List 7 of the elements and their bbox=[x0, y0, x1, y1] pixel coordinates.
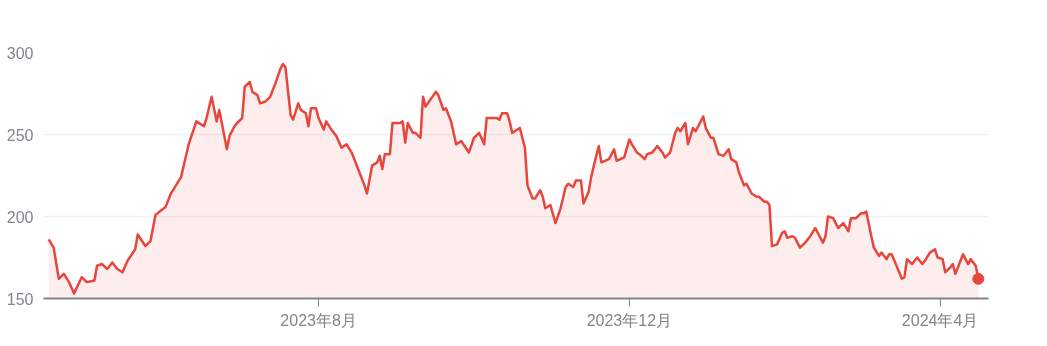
y-tick-label: 250 bbox=[6, 126, 34, 144]
x-tick-label: 2023年12月 bbox=[586, 311, 673, 329]
y-tick-label: 200 bbox=[6, 208, 34, 226]
y-tick-label: 300 bbox=[6, 44, 34, 62]
y-tick-label: 150 bbox=[6, 290, 34, 308]
x-tick-label: 2023年8月 bbox=[280, 311, 357, 329]
x-tick-label: 2024年4月 bbox=[901, 311, 979, 329]
